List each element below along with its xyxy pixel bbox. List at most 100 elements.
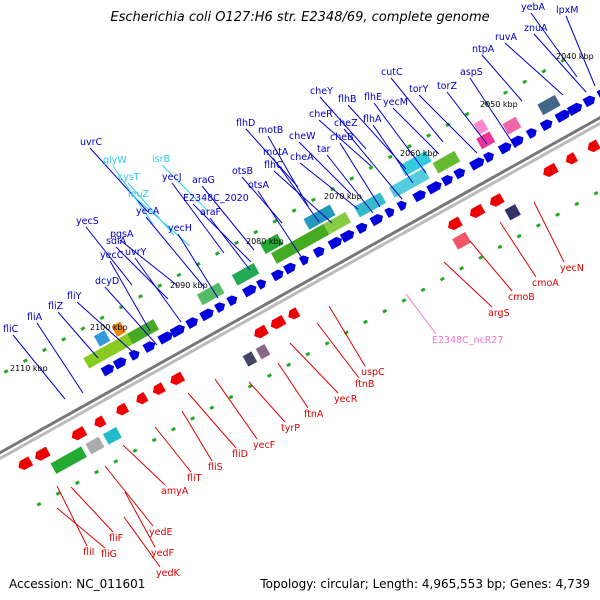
gene-label-fliZ[interactable]: fliZ bbox=[48, 301, 64, 312]
gene-label-motB[interactable]: motB bbox=[258, 125, 283, 136]
gene-label-ruvA[interactable]: ruvA bbox=[495, 32, 518, 43]
gene-label-leuZ[interactable]: leuZ bbox=[128, 189, 150, 200]
gene-label-flhE[interactable]: flhE bbox=[364, 92, 382, 103]
forward-gene-arrow bbox=[441, 174, 453, 187]
gene-label-fliY[interactable]: fliY bbox=[67, 291, 82, 302]
forward-gene-arrow bbox=[100, 364, 115, 377]
gene-label-cheZ[interactable]: cheZ bbox=[334, 118, 358, 129]
leader-line bbox=[499, 221, 537, 278]
gene-label-flhD[interactable]: flhD bbox=[236, 118, 255, 129]
gene-label-isrB[interactable]: isrB bbox=[152, 154, 170, 165]
gene-label-motA[interactable]: motA bbox=[263, 147, 289, 158]
leader-line bbox=[122, 444, 166, 486]
gene-label-cheW[interactable]: cheW bbox=[289, 131, 316, 142]
gene-label-cheR[interactable]: cheR bbox=[309, 109, 333, 120]
gene-label-glyW[interactable]: glyW bbox=[103, 155, 127, 166]
gene-label-yecR[interactable]: yecR bbox=[334, 394, 358, 405]
gene-label-amyA[interactable]: amyA bbox=[161, 486, 189, 497]
gene-label-fliI[interactable]: fliI bbox=[83, 547, 94, 558]
leader-line bbox=[127, 182, 175, 236]
gene-label-ntpA[interactable]: ntpA bbox=[472, 44, 495, 55]
gene-label-cmoB[interactable]: cmoB bbox=[508, 292, 535, 303]
gene-label-yecN[interactable]: yecN bbox=[560, 263, 584, 274]
gene-label-yecH[interactable]: yecH bbox=[168, 223, 192, 234]
gene-label-lpxM[interactable]: lpxM bbox=[556, 5, 579, 16]
gc-skew-dash bbox=[272, 219, 278, 224]
gene-label-fliF[interactable]: fliF bbox=[109, 533, 123, 544]
gene-label-fliD[interactable]: fliD bbox=[232, 449, 248, 460]
gc-skew-dash bbox=[3, 369, 9, 374]
tick-label: 2040 kbp bbox=[556, 52, 594, 61]
gene-label-flhB[interactable]: flhB bbox=[338, 94, 357, 105]
gene-label-cutC[interactable]: cutC bbox=[381, 67, 403, 78]
gene-label-sdiA[interactable]: sdiA bbox=[106, 236, 127, 247]
leader-line bbox=[56, 507, 106, 549]
gene-label-torZ[interactable]: torZ bbox=[437, 81, 457, 92]
gene-label-ftnA[interactable]: ftnA bbox=[304, 409, 324, 420]
leader-line bbox=[277, 362, 309, 409]
gene-label-cheB[interactable]: cheB bbox=[330, 132, 354, 143]
gc-skew-dash bbox=[228, 394, 234, 400]
gene-label-cheY[interactable]: cheY bbox=[310, 86, 333, 97]
gene-label-otsA[interactable]: otsA bbox=[248, 180, 269, 191]
gene-label-cysT[interactable]: cysT bbox=[118, 172, 140, 183]
gene-label-argS[interactable]: argS bbox=[488, 308, 510, 319]
gene-label-E2348C_2020[interactable]: E2348C_2020 bbox=[183, 193, 249, 204]
gene-label-yecS[interactable]: yecS bbox=[76, 216, 99, 227]
gene-label-araF[interactable]: araF bbox=[200, 207, 221, 218]
forward-gene-arrow bbox=[596, 86, 600, 100]
gene-label-yebA[interactable]: yebA bbox=[521, 2, 545, 13]
gene-label-uvrC[interactable]: uvrC bbox=[80, 137, 103, 148]
forward-gene-arrow bbox=[199, 308, 214, 322]
gene-label-yecA[interactable]: yecA bbox=[136, 206, 160, 217]
gene-label-aspS[interactable]: aspS bbox=[460, 67, 483, 78]
forward-gene-arrow bbox=[426, 181, 442, 195]
gene-label-torY[interactable]: torY bbox=[409, 84, 428, 95]
gene-label-fliC[interactable]: fliC bbox=[3, 324, 19, 335]
gc-skew-dash bbox=[420, 287, 426, 293]
gene-label-yecC[interactable]: yecC bbox=[100, 250, 124, 261]
feature-block bbox=[50, 446, 87, 474]
gene-label-pgsA[interactable]: pgsA bbox=[110, 229, 134, 240]
gene-label-znuA[interactable]: znuA bbox=[524, 23, 548, 34]
gene-label-dcyD[interactable]: dcyD bbox=[95, 276, 119, 287]
gene-label-yecJ[interactable]: yecJ bbox=[162, 172, 182, 183]
gene-label-yedE[interactable]: yedE bbox=[149, 527, 173, 538]
gene-label-ftnB[interactable]: ftnB bbox=[355, 379, 374, 390]
gene-label-fliG[interactable]: fliG bbox=[101, 549, 117, 560]
gene-label-yecF[interactable]: yecF bbox=[253, 440, 275, 451]
gene-label-yecM[interactable]: yecM bbox=[383, 97, 408, 108]
forward-gene-arrow bbox=[312, 246, 325, 258]
forward-gene-arrow bbox=[497, 142, 512, 155]
gene-label-E2348C_ncR27[interactable]: E2348C_ncR27 bbox=[432, 335, 504, 346]
leader-line bbox=[187, 392, 237, 449]
gene-label-fliT[interactable]: fliT bbox=[187, 473, 202, 484]
gene-label-tar[interactable]: tar bbox=[317, 144, 331, 155]
gene-label-uvrY[interactable]: uvrY bbox=[125, 247, 147, 258]
forward-gene-arrow bbox=[169, 324, 185, 338]
gc-skew-dash bbox=[593, 190, 599, 196]
gene-label-otsB[interactable]: otsB bbox=[232, 166, 253, 177]
gene-label-flhC[interactable]: flhC bbox=[264, 160, 283, 171]
gene-label-tyrP[interactable]: tyrP bbox=[281, 423, 300, 434]
leader-line bbox=[36, 322, 84, 394]
gene-label-uspC[interactable]: uspC bbox=[361, 367, 385, 378]
leader-line bbox=[112, 165, 154, 225]
gene-label-fliA[interactable]: fliA bbox=[27, 312, 43, 323]
gene-label-flhA[interactable]: flhA bbox=[363, 114, 382, 125]
gc-skew-dash bbox=[464, 111, 470, 117]
leader-line bbox=[56, 485, 88, 547]
gene-label-yedF[interactable]: yedF bbox=[151, 548, 174, 559]
gene-label-araG[interactable]: araG bbox=[192, 175, 215, 186]
forward-gene-arrow bbox=[554, 109, 570, 123]
tick-label: 2060 kbp bbox=[400, 149, 438, 158]
gene-label-fliS[interactable]: fliS bbox=[208, 462, 223, 473]
reverse-gene-arrow bbox=[565, 152, 578, 165]
gene-label-yedK[interactable]: yedK bbox=[156, 568, 180, 579]
gene-label-cmoA[interactable]: cmoA bbox=[532, 278, 559, 289]
gene-label-cheA[interactable]: cheA bbox=[290, 152, 314, 163]
leader-line bbox=[481, 54, 523, 102]
forward-gene-arrow bbox=[355, 222, 368, 234]
